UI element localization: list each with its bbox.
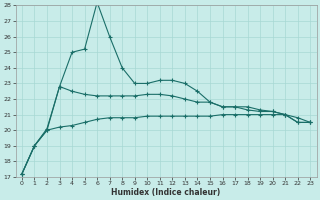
X-axis label: Humidex (Indice chaleur): Humidex (Indice chaleur) xyxy=(111,188,221,197)
